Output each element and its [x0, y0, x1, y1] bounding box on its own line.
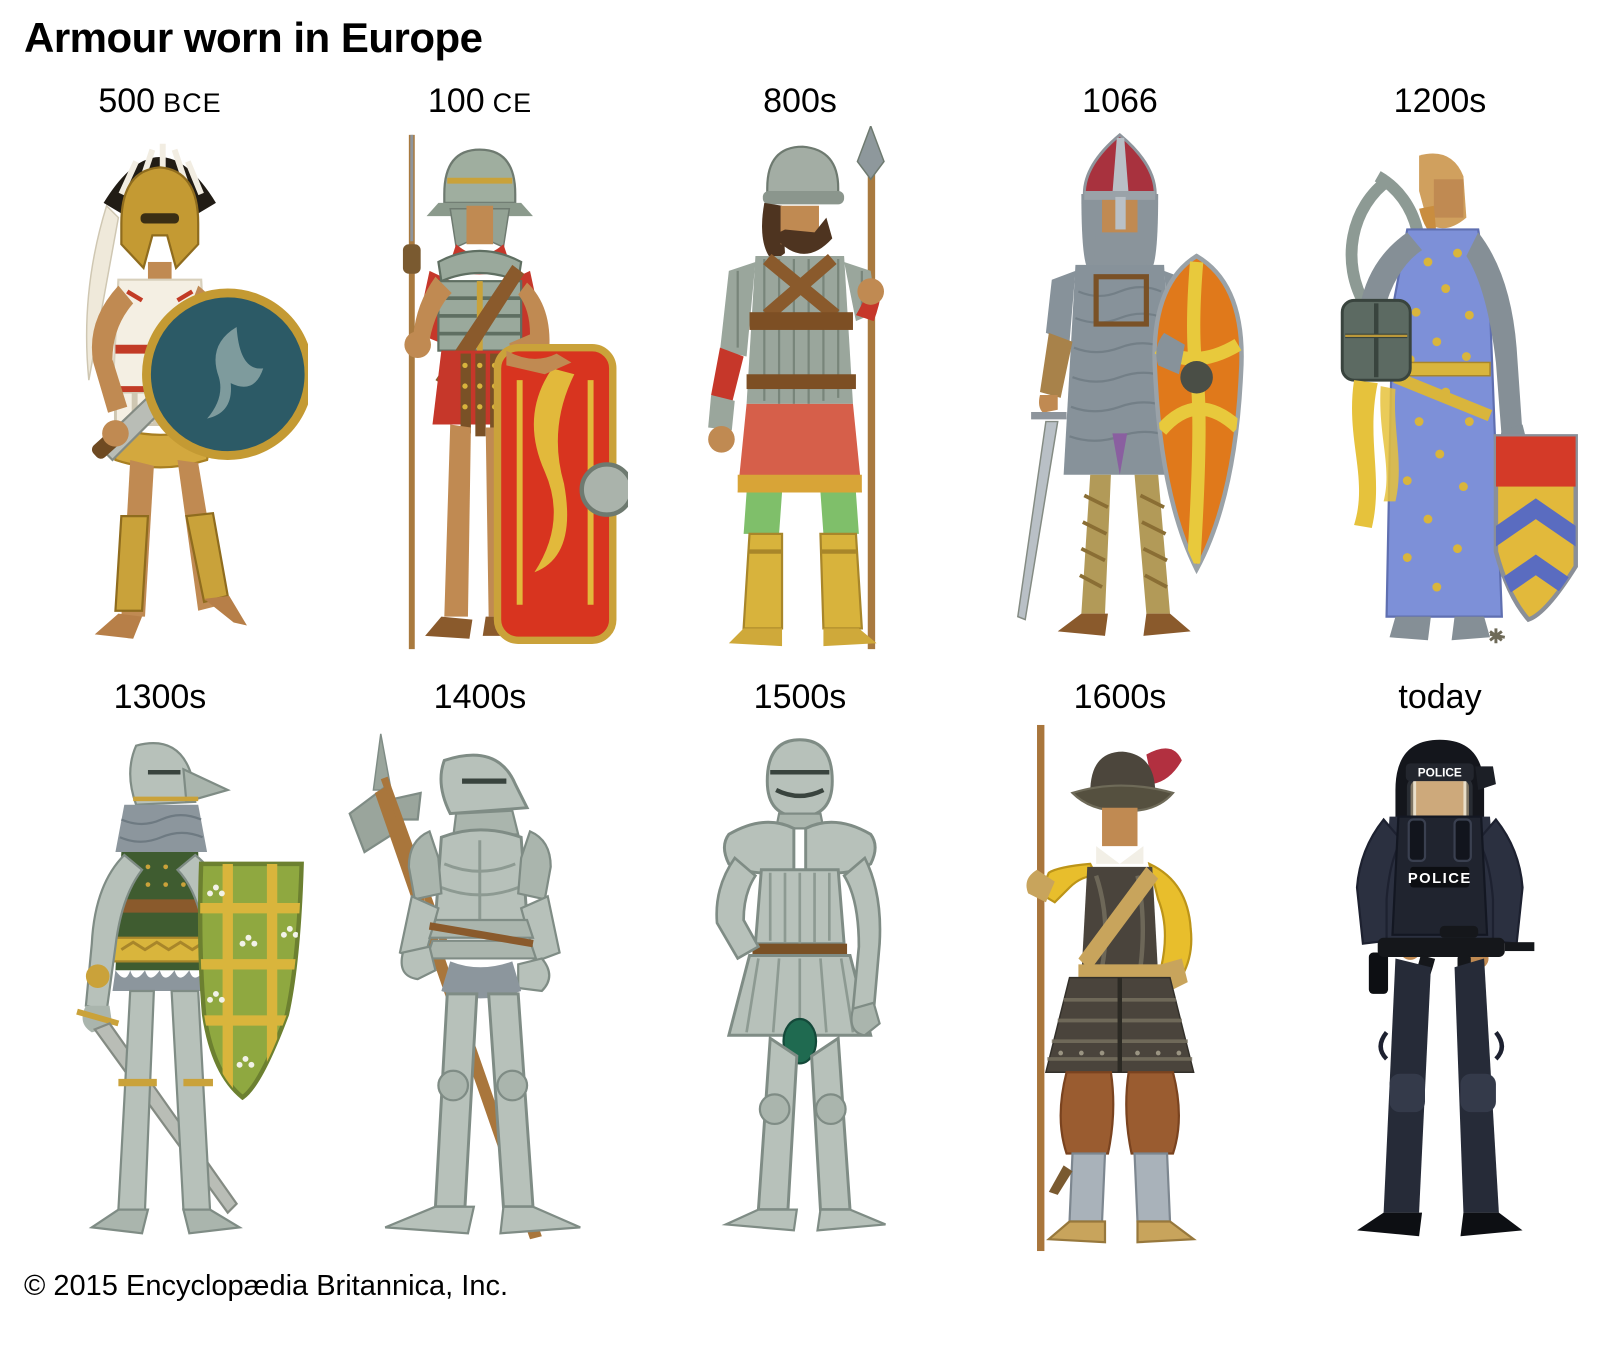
panel-1300s: 1300s	[0, 658, 320, 1254]
figure-1400s-knight	[348, 733, 581, 1240]
police-vest-label: POLICE	[1408, 871, 1472, 887]
figure-norman-knight	[1017, 132, 1244, 636]
panel-today: today POLICE POLICE	[1280, 658, 1600, 1254]
period-label: 1066	[1082, 68, 1158, 118]
figure-frankish-warrior	[708, 126, 886, 650]
figure-roman-legionary	[403, 134, 628, 650]
period-label: 1500s	[754, 664, 847, 714]
period-year: 1500s	[753, 678, 847, 716]
period-label: 100 CE	[428, 68, 532, 118]
period-label: 1200s	[1394, 68, 1487, 118]
period-label: 800s	[763, 68, 837, 118]
figure-row-1: 500 BCE	[0, 62, 1600, 658]
period-era: BCE	[163, 88, 222, 118]
period-year: 1600s	[1073, 678, 1167, 716]
period-label: today	[1398, 664, 1481, 714]
period-label: 500 BCE	[98, 68, 221, 118]
figure-1300s-knight	[76, 742, 305, 1235]
figure-1600s-pikeman	[1026, 724, 1197, 1252]
panel-1400s: 1400s	[320, 658, 640, 1254]
panel-100-ce: 100 CE	[320, 62, 640, 658]
figure-row-2: 1300s	[0, 658, 1600, 1254]
period-year: 1200s	[1393, 82, 1487, 120]
period-year: 500	[98, 82, 156, 120]
period-label: 1300s	[114, 664, 207, 714]
panel-800s: 800s	[640, 62, 960, 658]
figure-1500s-knight	[715, 738, 887, 1232]
page-title: Armour worn in Europe	[24, 14, 483, 61]
period-label: 1600s	[1074, 664, 1167, 714]
panel-1600s: 1600s	[960, 658, 1280, 1254]
panel-1500s: 1500s	[640, 658, 960, 1254]
figure-1200s-knight	[1340, 153, 1579, 644]
figure-greek-hoplite	[86, 143, 308, 639]
panel-500-bce: 500 BCE	[0, 62, 320, 658]
period-year: 1066	[1082, 82, 1158, 120]
period-year: 1300s	[113, 678, 207, 716]
copyright-credit: © 2015 Encyclopædia Britannica, Inc.	[24, 1270, 509, 1302]
period-era: CE	[492, 88, 533, 118]
police-visor-label: POLICE	[1418, 766, 1462, 780]
period-label: 1400s	[434, 664, 527, 714]
panel-1200s: 1200s	[1280, 62, 1600, 658]
period-year: today	[1398, 678, 1482, 716]
period-year: 100	[427, 82, 485, 120]
panel-1066: 1066	[960, 62, 1280, 658]
period-year: 1400s	[433, 678, 527, 716]
figure-police-officer: POLICE POLICE	[1356, 739, 1535, 1237]
period-year: 800s	[763, 82, 837, 120]
